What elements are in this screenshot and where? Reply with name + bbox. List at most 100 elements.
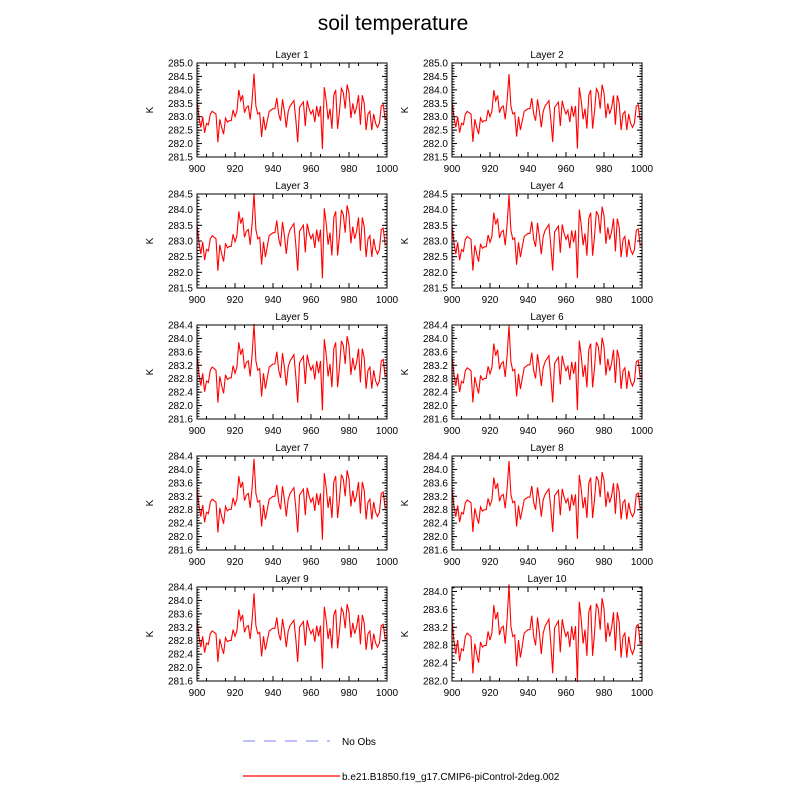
y-tick-label: 283.2 <box>168 492 193 503</box>
panel-layer-4: Layer 4 K 900 920 940 960 980 1000 281.5 282.0 282… <box>400 181 654 306</box>
x-tick-label: 900 <box>444 557 461 568</box>
legend-label-no-obs: No Obs <box>342 737 376 748</box>
y-tick-label: 284.0 <box>423 85 448 96</box>
y-tick-label: 282.0 <box>168 663 193 674</box>
y-tick-label: 282.8 <box>423 374 448 385</box>
panel-layer-8: Layer 8 K 900 920 940 960 980 1000 281.6 282.0 282… <box>400 443 654 568</box>
y-axis-label: K <box>400 630 411 637</box>
plot-frame <box>451 324 643 420</box>
x-tick-label: 960 <box>558 426 575 437</box>
y-tick-label: 281.6 <box>168 546 193 557</box>
y-tick-label: 284.5 <box>423 72 448 83</box>
panel-layer-2: Layer 2 K 900 920 940 960 980 1000 281.5 282.0 282… <box>400 50 654 175</box>
x-tick-label: 900 <box>444 426 461 437</box>
y-tick-label: 283.2 <box>423 623 448 634</box>
y-tick-label: 282.4 <box>423 519 448 530</box>
panel-layer-9: Layer 9 K 900 920 940 960 980 1000 281.6 282.0 282… <box>145 574 399 699</box>
y-tick-label: 282.8 <box>168 636 193 647</box>
y-tick-label: 281.6 <box>168 677 193 688</box>
x-tick-label: 900 <box>189 295 206 306</box>
y-tick-label: 282.4 <box>168 650 193 661</box>
x-tick-label: 920 <box>227 164 244 175</box>
y-tick-label: 283.6 <box>423 605 448 616</box>
y-tick-label: 282.4 <box>168 388 193 399</box>
y-tick-label: 283.2 <box>168 361 193 372</box>
y-tick-label: 284.0 <box>423 587 448 598</box>
x-tick-label: 960 <box>558 164 575 175</box>
x-tick-label: 940 <box>520 557 537 568</box>
y-axis-label: K <box>145 630 156 637</box>
series-line-9 <box>196 593 388 669</box>
panel-title: Layer 10 <box>528 574 567 585</box>
x-tick-label: 900 <box>444 688 461 699</box>
y-tick-label: 284.5 <box>168 72 193 83</box>
y-tick-label: 284.0 <box>168 465 193 476</box>
x-tick-label: 920 <box>227 688 244 699</box>
y-tick-label: 284.5 <box>168 190 193 201</box>
x-tick-label: 940 <box>265 557 282 568</box>
series-line-6 <box>451 325 643 411</box>
x-tick-label: 1000 <box>376 557 399 568</box>
y-tick-label: 282.0 <box>423 677 448 688</box>
y-tick-label: 281.5 <box>423 284 448 295</box>
legend-label-model: b.e21.B1850.f19_g17.CMIP6-piControl-2deg… <box>342 772 560 783</box>
y-tick-label: 283.5 <box>423 99 448 110</box>
x-tick-label: 1000 <box>631 688 654 699</box>
x-tick-label: 960 <box>558 295 575 306</box>
x-tick-label: 920 <box>227 426 244 437</box>
series-line-2 <box>451 74 643 149</box>
x-tick-label: 980 <box>596 688 613 699</box>
x-tick-label: 940 <box>520 688 537 699</box>
y-tick-label: 284.4 <box>168 321 193 332</box>
plot-frame <box>451 586 643 682</box>
y-tick-label: 283.2 <box>168 623 193 634</box>
y-tick-label: 282.8 <box>168 505 193 516</box>
y-tick-label: 283.5 <box>168 221 193 232</box>
y-tick-label: 282.8 <box>423 505 448 516</box>
x-tick-label: 960 <box>303 295 320 306</box>
y-tick-label: 283.0 <box>168 237 193 248</box>
y-tick-label: 281.6 <box>168 415 193 426</box>
plot-frame <box>451 62 643 158</box>
x-tick-label: 940 <box>265 688 282 699</box>
x-tick-label: 1000 <box>376 426 399 437</box>
y-tick-label: 285.0 <box>168 59 193 70</box>
x-tick-label: 980 <box>341 688 358 699</box>
y-tick-label: 284.0 <box>423 465 448 476</box>
plot-frame <box>196 455 388 551</box>
y-tick-label: 281.6 <box>423 415 448 426</box>
y-tick-label: 282.0 <box>423 401 448 412</box>
y-tick-label: 282.5 <box>423 252 448 263</box>
panel-title: Layer 5 <box>275 312 309 323</box>
y-tick-label: 282.8 <box>168 374 193 385</box>
panel-title: Layer 1 <box>275 50 309 61</box>
y-tick-label: 283.5 <box>423 221 448 232</box>
x-tick-label: 920 <box>227 295 244 306</box>
y-tick-label: 285.0 <box>423 59 448 70</box>
x-tick-label: 900 <box>189 557 206 568</box>
series-line-1 <box>196 73 388 149</box>
y-tick-label: 283.5 <box>168 99 193 110</box>
x-tick-label: 920 <box>482 557 499 568</box>
y-tick-label: 283.6 <box>423 347 448 358</box>
x-tick-label: 1000 <box>631 164 654 175</box>
panel-title: Layer 8 <box>530 443 564 454</box>
x-tick-label: 1000 <box>376 688 399 699</box>
y-tick-label: 284.4 <box>168 583 193 594</box>
y-axis-label: K <box>145 499 156 506</box>
x-tick-label: 940 <box>520 426 537 437</box>
x-tick-label: 960 <box>558 557 575 568</box>
y-tick-label: 284.0 <box>423 334 448 345</box>
y-tick-label: 284.4 <box>168 452 193 463</box>
series-line-10 <box>451 584 643 683</box>
x-tick-label: 940 <box>520 295 537 306</box>
x-tick-label: 980 <box>596 164 613 175</box>
y-tick-label: 281.6 <box>423 546 448 557</box>
y-tick-label: 282.0 <box>168 268 193 279</box>
x-tick-label: 940 <box>265 295 282 306</box>
x-tick-label: 960 <box>303 426 320 437</box>
x-tick-label: 920 <box>227 557 244 568</box>
y-tick-label: 282.0 <box>168 139 193 150</box>
y-tick-label: 282.4 <box>423 659 448 670</box>
x-tick-label: 900 <box>189 164 206 175</box>
